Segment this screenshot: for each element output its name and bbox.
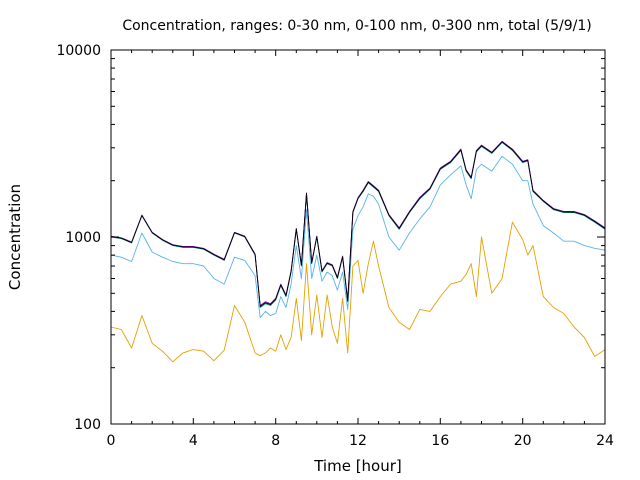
- series-line-4: [110, 140, 606, 306]
- x-axis-label: Time [hour]: [313, 457, 402, 475]
- series-layer: [110, 140, 606, 363]
- x-tick-label: 20: [514, 433, 532, 449]
- series-line-2: [110, 155, 606, 319]
- series-line-5: [110, 141, 606, 307]
- series-line-1: [110, 221, 606, 363]
- x-tick-label: 12: [349, 433, 367, 449]
- x-tick-label: 8: [271, 433, 280, 449]
- y-tick-label: 100: [74, 417, 101, 433]
- y-tick-label: 1000: [65, 230, 101, 246]
- x-tick-label: 16: [431, 433, 449, 449]
- series-line-3: [110, 142, 606, 308]
- y-tick-label: 10000: [56, 43, 101, 59]
- x-tick-label: 24: [596, 433, 614, 449]
- x-tick-label: 4: [189, 433, 198, 449]
- axis-layer: 0 4 8 12 16 20 24 100 1000 10000: [56, 43, 614, 449]
- y-axis-label: Concentration: [6, 184, 24, 290]
- x-tick-label: 0: [107, 433, 116, 449]
- chart-title: Concentration, ranges: 0-30 nm, 0-100 nm…: [122, 18, 591, 34]
- plot-frame: [110, 49, 606, 425]
